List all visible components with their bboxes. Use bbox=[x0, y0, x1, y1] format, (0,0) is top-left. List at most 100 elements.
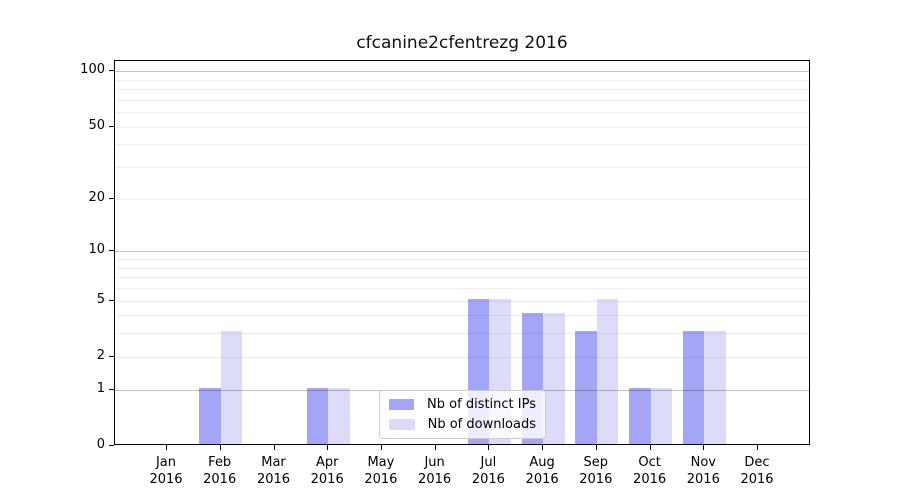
x-tick-label-mar: Mar 2016 bbox=[246, 454, 302, 488]
x-tick-month: Apr bbox=[315, 455, 339, 470]
legend-swatch-distinct-ips bbox=[389, 399, 415, 410]
x-tick-label-may: May 2016 bbox=[353, 454, 409, 488]
x-tick-label-feb: Feb 2016 bbox=[192, 454, 248, 488]
y-tick-label: 10 bbox=[88, 242, 105, 258]
x-tick-month: Jul bbox=[480, 455, 497, 470]
gridline-minor bbox=[115, 99, 809, 101]
gridline-major bbox=[115, 251, 809, 253]
x-tick-mark bbox=[703, 445, 705, 450]
gridline-minor bbox=[115, 79, 809, 81]
x-tick-month: Jan bbox=[155, 455, 177, 470]
x-tick-year: 2016 bbox=[256, 472, 291, 487]
x-tick-label-aug: Aug 2016 bbox=[514, 454, 570, 488]
bar-distinct-ips-oct bbox=[629, 387, 651, 444]
x-tick-month: Aug bbox=[529, 455, 555, 470]
x-tick-year: 2016 bbox=[686, 472, 720, 487]
y-tick-mark bbox=[109, 197, 114, 199]
y-tick-mark bbox=[109, 388, 114, 390]
y-tick-label: 100 bbox=[80, 62, 105, 78]
x-tick-label-nov: Nov 2016 bbox=[675, 454, 731, 488]
gridline-minor bbox=[115, 288, 809, 289]
x-tick-year: 2016 bbox=[203, 472, 237, 487]
x-tick-month: Dec bbox=[744, 455, 770, 470]
x-tick-mark bbox=[219, 445, 221, 450]
x-tick-month: Feb bbox=[208, 455, 232, 470]
bar-downloads-aug bbox=[543, 313, 565, 444]
x-tick-month: Oct bbox=[638, 455, 661, 470]
y-tick-label: 20 bbox=[88, 189, 105, 205]
gridline-minor bbox=[115, 356, 809, 358]
plot-area: Nb of distinct IPs Nb of downloads bbox=[114, 60, 810, 445]
gridlines-layer bbox=[115, 61, 809, 444]
y-tick-mark bbox=[109, 355, 114, 357]
y-tick-mark bbox=[109, 445, 114, 446]
gridline-minor bbox=[115, 259, 809, 260]
y-tick-mark bbox=[109, 70, 114, 72]
x-tick-year: 2016 bbox=[418, 472, 452, 487]
x-tick-month: Sep bbox=[583, 455, 609, 470]
x-tick-label-jul: Jul 2016 bbox=[460, 454, 516, 488]
gridline-minor bbox=[115, 300, 809, 302]
x-tick-label-dec: Dec 2016 bbox=[729, 454, 785, 488]
gridline-minor bbox=[115, 315, 809, 317]
y-tick-label: 0 bbox=[96, 437, 105, 452]
gridline-minor bbox=[115, 167, 809, 169]
x-tick-mark bbox=[595, 445, 597, 450]
bar-downloads-feb bbox=[220, 331, 243, 444]
gridline-minor bbox=[115, 89, 809, 91]
x-tick-label-jan: Jan 2016 bbox=[138, 454, 194, 488]
gridline-minor bbox=[115, 277, 809, 279]
gridline-minor bbox=[115, 144, 809, 146]
x-tick-label-jun: Jun 2016 bbox=[407, 454, 463, 488]
x-tick-year: 2016 bbox=[579, 472, 613, 487]
legend-item-distinct-ips: Nb of distinct IPs bbox=[389, 397, 536, 412]
x-tick-mark bbox=[649, 445, 651, 450]
chart-title: cfcanine2cfentrezg 2016 bbox=[356, 33, 568, 53]
bar-downloads-nov bbox=[704, 331, 726, 444]
y-tick-label: 2 bbox=[96, 347, 105, 363]
x-tick-year: 2016 bbox=[525, 472, 559, 487]
bars-layer bbox=[115, 61, 809, 444]
bar-distinct-ips-nov bbox=[682, 331, 705, 444]
bar-distinct-ips-feb bbox=[199, 387, 221, 444]
y-tick-label: 1 bbox=[96, 380, 105, 396]
bar-distinct-ips-apr bbox=[306, 387, 329, 444]
gridline-major bbox=[115, 71, 809, 73]
x-tick-mark bbox=[542, 445, 544, 450]
x-tick-month: Mar bbox=[261, 455, 286, 470]
y-tick-label: 5 bbox=[96, 291, 105, 307]
x-tick-mark bbox=[380, 445, 382, 450]
x-tick-month: Nov bbox=[690, 455, 716, 470]
y-tick-mark bbox=[109, 299, 114, 301]
bar-downloads-oct bbox=[650, 387, 673, 444]
x-tick-month: May bbox=[367, 455, 395, 470]
x-tick-label-oct: Oct 2016 bbox=[622, 454, 678, 488]
x-tick-year: 2016 bbox=[633, 472, 667, 487]
x-tick-mark bbox=[166, 445, 167, 450]
gridline-minor bbox=[115, 267, 809, 269]
x-tick-mark bbox=[757, 445, 758, 450]
legend-label-distinct-ips: Nb of distinct IPs bbox=[427, 397, 536, 412]
gridline-minor bbox=[115, 333, 809, 335]
x-tick-year: 2016 bbox=[471, 472, 505, 487]
x-tick-mark bbox=[273, 445, 275, 450]
legend: Nb of distinct IPs Nb of downloads bbox=[379, 390, 546, 439]
bar-downloads-sep bbox=[596, 298, 619, 444]
x-tick-year: 2016 bbox=[364, 472, 398, 487]
x-tick-year: 2016 bbox=[149, 472, 183, 487]
bar-downloads-apr bbox=[328, 387, 350, 444]
x-tick-year: 2016 bbox=[310, 472, 344, 487]
x-tick-label-apr: Apr 2016 bbox=[299, 454, 355, 488]
y-tick-mark bbox=[109, 250, 114, 252]
legend-label-downloads: Nb of downloads bbox=[427, 417, 536, 432]
gridline-minor bbox=[115, 112, 809, 114]
y-tick-label: 50 bbox=[88, 117, 105, 133]
x-tick-mark bbox=[488, 445, 490, 450]
x-tick-mark bbox=[434, 445, 436, 450]
gridline-minor bbox=[115, 198, 809, 200]
bar-distinct-ips-sep bbox=[575, 331, 597, 444]
x-tick-label-sep: Sep 2016 bbox=[568, 454, 624, 488]
